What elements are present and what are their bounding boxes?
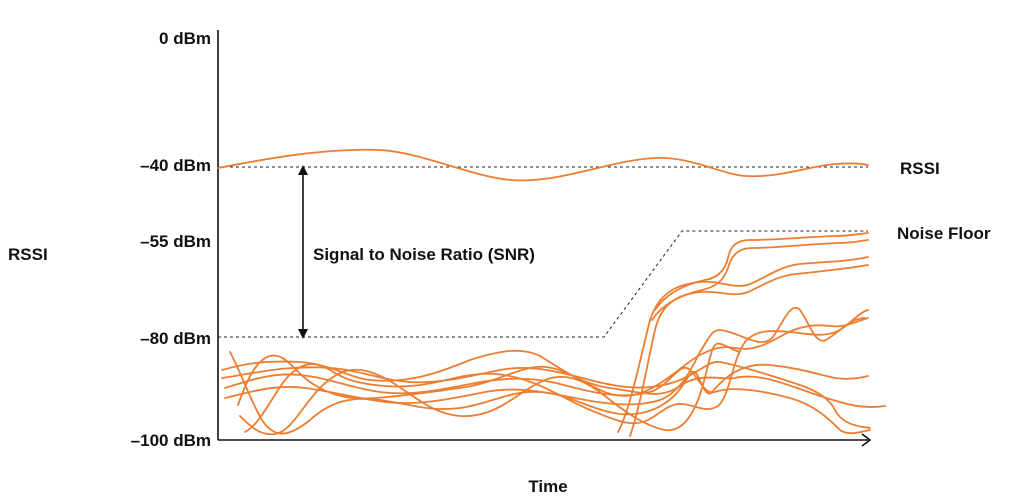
noise-line <box>239 342 741 436</box>
y-axis-label: RSSI <box>8 245 48 264</box>
noise-line <box>654 232 869 311</box>
noise-floor-series-label: Noise Floor <box>897 224 991 243</box>
x-axis-arrow-icon <box>861 433 872 447</box>
y-tick-label: 0 dBm <box>159 29 211 48</box>
noise-line <box>244 309 869 433</box>
noise-line <box>229 351 869 435</box>
x-axis-label: Time <box>528 477 567 496</box>
rssi-signal-line <box>217 148 869 182</box>
y-tick-label: –100 dBm <box>131 431 211 450</box>
noise-line <box>224 306 866 406</box>
noise-line <box>629 264 869 437</box>
y-tick-label: –80 dBm <box>140 329 211 348</box>
noise-line <box>221 360 871 429</box>
noise-line <box>224 366 871 435</box>
y-tick-label: –40 dBm <box>140 156 211 175</box>
noise-line <box>651 239 869 321</box>
rssi-series-label: RSSI <box>900 159 940 178</box>
y-tick-labels: 0 dBm –40 dBm –55 dBm –80 dBm –100 dBm <box>131 29 211 450</box>
noise-traces <box>221 232 886 437</box>
noise-line <box>617 256 869 433</box>
y-tick-label: –55 dBm <box>140 232 211 251</box>
snr-annotation: Signal to Noise Ratio (SNR) <box>313 245 535 264</box>
noise-floor-guide <box>218 230 868 338</box>
